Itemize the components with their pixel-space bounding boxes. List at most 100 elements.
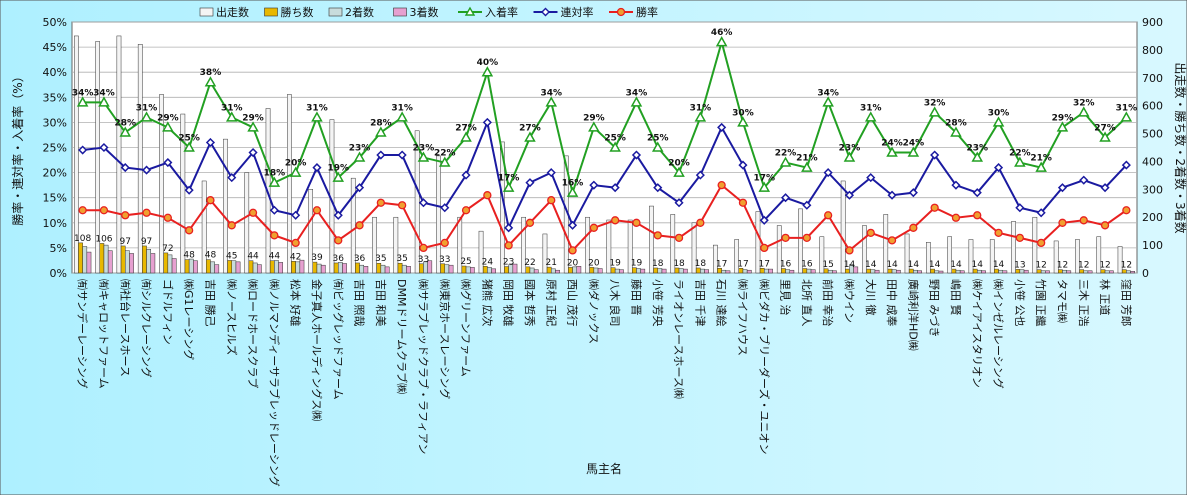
point-label: 18% xyxy=(264,169,286,179)
point-marker xyxy=(98,96,110,107)
point-marker xyxy=(717,122,727,132)
point-marker xyxy=(270,231,279,240)
left-tick-label: 0% xyxy=(50,267,67,280)
bar xyxy=(746,269,752,274)
legend-swatch xyxy=(264,7,278,17)
point-label: 32% xyxy=(1073,98,1095,108)
point-marker xyxy=(332,171,345,182)
point-marker xyxy=(1099,131,1111,142)
category-label: 猪熊 広次 xyxy=(480,279,494,327)
point-marker xyxy=(781,233,790,243)
bar xyxy=(414,130,420,274)
point-marker xyxy=(1100,183,1110,193)
bar-label: 16 xyxy=(801,260,813,270)
category-label: 藤田 晋 xyxy=(629,279,642,316)
category-label: 三木 正浩 xyxy=(1077,279,1090,327)
bar xyxy=(252,262,258,274)
bar xyxy=(891,269,897,274)
point-marker xyxy=(268,176,281,187)
left-tick-label: 20% xyxy=(43,167,67,180)
point-marker xyxy=(312,206,322,215)
point-marker xyxy=(802,200,812,210)
legend-label: 2着数 xyxy=(345,5,374,19)
bar-label: 19 xyxy=(631,259,643,269)
bar xyxy=(606,219,612,274)
right-tick-label: 200 xyxy=(1142,211,1163,224)
point-marker xyxy=(504,223,514,233)
point-marker xyxy=(355,221,364,230)
bar xyxy=(1045,270,1050,274)
right-tick-label: 500 xyxy=(1142,128,1163,141)
category-label: ゴドルフィン xyxy=(161,279,175,345)
legend-swatch xyxy=(393,7,407,17)
category-label: 廣崎利洋HD㈱ xyxy=(906,279,920,351)
left-axis-title: 勝率・連対率・入着率（%） xyxy=(10,70,25,225)
point-marker xyxy=(1120,111,1133,122)
bar xyxy=(917,270,922,274)
point-marker xyxy=(951,213,961,222)
category-label: タマモ㈱ xyxy=(1055,279,1068,323)
bar xyxy=(597,268,603,274)
bar xyxy=(576,266,582,274)
bar xyxy=(1126,270,1131,274)
point-marker xyxy=(589,180,599,190)
left-axis-ticks: 0% 5% 10% 15% 20% 25% 30% 35% 40% 45% 50% xyxy=(43,16,67,280)
point-marker xyxy=(1100,221,1110,230)
bar xyxy=(1104,270,1110,274)
right-tick-label: 600 xyxy=(1142,100,1163,113)
point-marker xyxy=(140,111,153,122)
point-marker xyxy=(248,147,258,158)
point-label: 17% xyxy=(498,174,520,184)
point-marker xyxy=(78,206,87,215)
point-marker xyxy=(121,211,130,220)
point-marker xyxy=(1056,121,1069,132)
point-marker xyxy=(481,66,494,77)
point-marker xyxy=(760,243,769,253)
point-marker xyxy=(248,208,258,217)
bar xyxy=(74,35,79,274)
bar xyxy=(555,269,560,274)
point-marker xyxy=(525,218,535,227)
point-label: 27% xyxy=(1094,123,1116,133)
bar xyxy=(785,269,790,274)
point-marker xyxy=(141,165,152,175)
point-marker xyxy=(928,106,941,117)
point-marker xyxy=(205,137,216,148)
point-marker xyxy=(333,210,343,220)
left-tick-label: 5% xyxy=(50,242,67,255)
point-marker xyxy=(438,156,451,167)
bar xyxy=(163,252,169,274)
point-marker xyxy=(864,111,877,122)
bar xyxy=(333,262,339,274)
point-marker xyxy=(99,142,109,153)
point-label: 34% xyxy=(626,88,648,98)
point-marker xyxy=(845,246,854,255)
bar xyxy=(947,236,952,274)
point-marker xyxy=(440,203,450,213)
point-marker xyxy=(844,190,855,200)
bar xyxy=(683,268,688,274)
bar-label: 14 xyxy=(993,260,1005,270)
point-marker xyxy=(566,186,579,197)
point-marker xyxy=(950,126,962,137)
legend-label: 勝ち数 xyxy=(281,5,314,19)
point-marker xyxy=(822,96,834,107)
bar xyxy=(959,270,965,274)
bar xyxy=(201,180,207,274)
category-label: 林 正道 xyxy=(1098,279,1112,316)
bar-label: 14 xyxy=(908,260,920,270)
point-label: 22% xyxy=(775,149,797,159)
bar xyxy=(103,244,109,274)
bar xyxy=(614,268,620,274)
point-label: 31% xyxy=(1116,103,1138,113)
category-label: 大川 徹 xyxy=(864,279,878,316)
point-marker xyxy=(502,181,515,192)
right-tick-label: 100 xyxy=(1142,239,1163,252)
point-marker xyxy=(909,223,918,232)
bar xyxy=(193,260,198,274)
point-marker xyxy=(653,183,663,193)
point-marker xyxy=(738,160,748,170)
point-marker xyxy=(695,170,705,180)
point-marker xyxy=(673,166,685,177)
